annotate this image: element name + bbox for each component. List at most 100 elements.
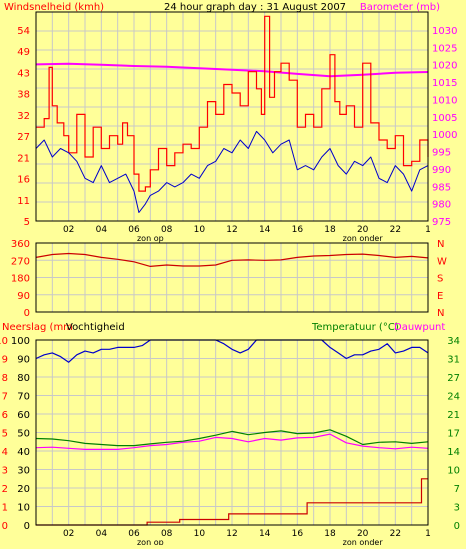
dewpoint-line [35,433,429,450]
direction-tick-label: 180 [11,274,30,285]
humidity-tick-label: 30 [17,466,30,477]
barometer-tick-label: 1030 [432,26,457,37]
wind-x-tick-label: 06 [128,225,140,235]
chart-title: 24 hour graph day : 31 August 2007 [164,2,346,13]
rain-tick-label: 7 [2,392,8,403]
temperature-tick-label: 31 [447,355,460,366]
wind-x-tick-label: 20 [357,225,369,235]
compass-tick-label: S [437,274,443,285]
compass-tick-label: E [437,291,443,302]
temperature-tick-label: 0 [454,521,460,532]
wind-tick-label: 21 [17,153,30,164]
wind-direction-line [35,252,429,267]
direction-tick-label: 90 [17,291,30,302]
sun-label: zon op [137,234,164,243]
wind-axis-title: Windsnelheid (kmh) [4,2,104,13]
dewpoint-axis-title: Dauwpunt [394,322,445,333]
barometer-tick-label: 990 [432,165,451,176]
climate-x-tick-label: 20 [357,529,369,539]
sun-label: zon onder [343,234,384,243]
rain-line [36,478,428,526]
temperature-tick-label: 3 [454,503,460,514]
humidity-tick-label: 50 [17,429,30,440]
barometer-axis-title: Barometer (mb) [360,2,440,13]
compass-tick-label: N [437,308,444,319]
wind-tick-label: 54 [17,26,30,37]
wind-tick-label: 43 [17,68,30,79]
humidity-tick-label: 100 [11,336,30,347]
climate-x-tick-label: 04 [96,529,108,539]
climate-x-tick-label: 06 [128,529,140,539]
humidity-tick-label: 10 [17,503,30,514]
humidity-line [35,339,429,363]
rain-tick-label: 0 [2,521,8,532]
wind-x-tick-label: 16 [292,225,304,235]
climate-x-tick-label: 14 [259,529,271,539]
humidity-tick-label: 80 [17,373,30,384]
humidity-tick-label: 90 [17,355,30,366]
barometer-tick-label: 1000 [432,130,457,141]
climate-x-tick-label: 10 [194,529,206,539]
climate-x-tick-label: 08 [161,529,173,539]
wind-x-tick-label: 12 [226,225,237,235]
rain-tick-label: 10 [0,336,8,347]
temperature-tick-label: 14 [447,447,460,458]
climate-x-tick-label: 12 [226,529,237,539]
barometer-tick-label: 1005 [432,113,457,124]
wind-x-tick-label: 22 [390,225,401,235]
wind-x-tick-label: 18 [324,225,336,235]
rain-tick-label: 1 [2,503,8,514]
temperature-tick-label: 21 [447,410,460,421]
wind-gust-line [36,15,429,192]
direction-tick-label: 360 [11,239,30,250]
humidity-tick-label: 0 [24,521,30,532]
climate-x-tick-label: 1 [425,529,431,539]
barometer-tick-label: 995 [432,148,451,159]
rain-tick-label: 3 [2,466,8,477]
wind-tick-label: 38 [17,90,30,101]
temperature-axis-title: Temperatuur (°C) [311,322,399,333]
climate-x-tick-label: 16 [292,529,304,539]
humidity-tick-label: 60 [17,410,30,421]
climate-x-tick-label: 22 [390,529,401,539]
rain-tick-label: 5 [2,429,8,440]
climate-x-tick-label: 02 [63,529,74,539]
rain-tick-label: 9 [2,355,8,366]
temperature-tick-label: 7 [454,484,460,495]
climate-sun-label: zon onder [343,538,384,545]
direction-tick-label: 0 [24,308,30,319]
temperature-tick-label: 27 [447,373,460,384]
wind-x-tick-label: 08 [161,225,173,235]
climate-x-tick-label: 18 [324,529,336,539]
barometer-line [35,62,429,78]
wind-tick-label: 49 [17,47,30,58]
temperature-tick-label: 10 [447,466,460,477]
humidity-axis-title: Vochtigheid [66,322,125,333]
temperature-tick-label: 34 [447,336,460,347]
compass-tick-label: N [437,239,444,250]
barometer-tick-label: 1025 [432,43,457,54]
wind-chart-frame [35,11,429,222]
temperature-tick-label: 24 [447,392,460,403]
wind-tick-label: 5 [24,217,30,228]
barometer-tick-label: 1020 [432,61,457,72]
wind-tick-label: 16 [17,175,30,186]
barometer-tick-label: 1010 [432,95,457,106]
rain-tick-label: 6 [2,410,8,421]
direction-tick-label: 270 [11,256,30,267]
barometer-tick-label: 975 [432,217,451,228]
direction-chart-frame [35,242,429,313]
rain-axis-title: Neerslag (mm [2,322,73,333]
wind-x-tick-label: 1 [425,225,431,235]
climate-chart-frame [35,339,429,526]
humidity-tick-label: 20 [17,484,30,495]
climate-sun-label: zon op [137,538,164,545]
compass-tick-label: W [437,256,447,267]
barometer-tick-label: 1015 [432,78,457,89]
wind-average-line [35,130,429,213]
rain-tick-label: 2 [2,484,8,495]
barometer-tick-label: 980 [432,200,451,211]
temperature-line [35,429,429,447]
